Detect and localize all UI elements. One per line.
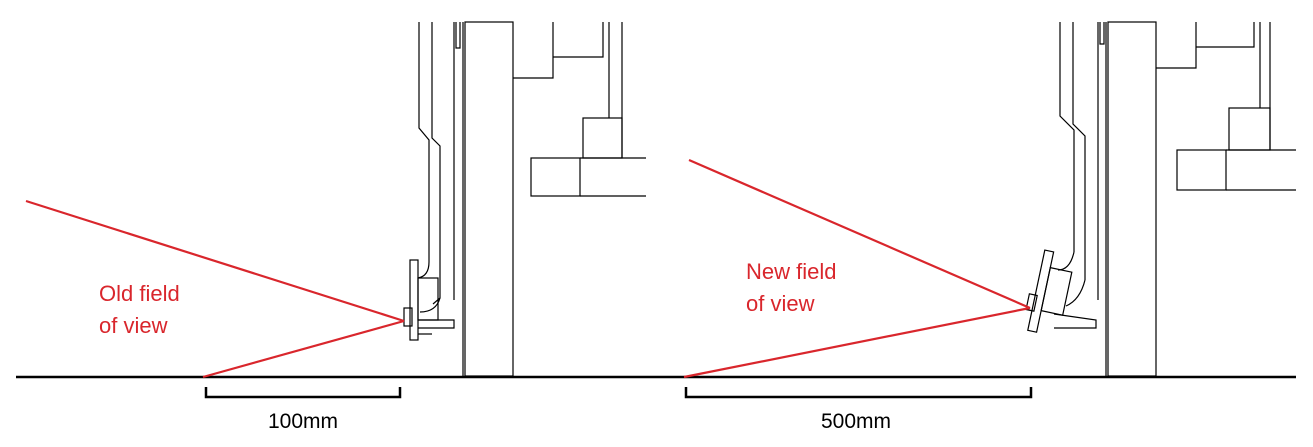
new-dimension-label: 500mm [821,410,891,433]
old-dimension-label: 100mm [268,410,338,433]
old-sensor-assembly [403,21,646,377]
new-dimension-bracket [684,387,1033,399]
old-fov-lower-ray [202,319,405,379]
new-fov-lower-ray [683,306,1031,379]
old-fov-label-line2: of view [99,313,168,338]
new-fov-label-line2: of view [746,291,815,316]
new-fov-upper-ray [688,158,1031,310]
old-fov-label-line1: Old field [99,281,180,306]
old-fov-upper-ray [25,199,405,323]
new-sensor-assembly [1025,21,1296,377]
new-fov-label-line1: New field [746,259,836,284]
old-dimension-bracket [204,387,402,399]
